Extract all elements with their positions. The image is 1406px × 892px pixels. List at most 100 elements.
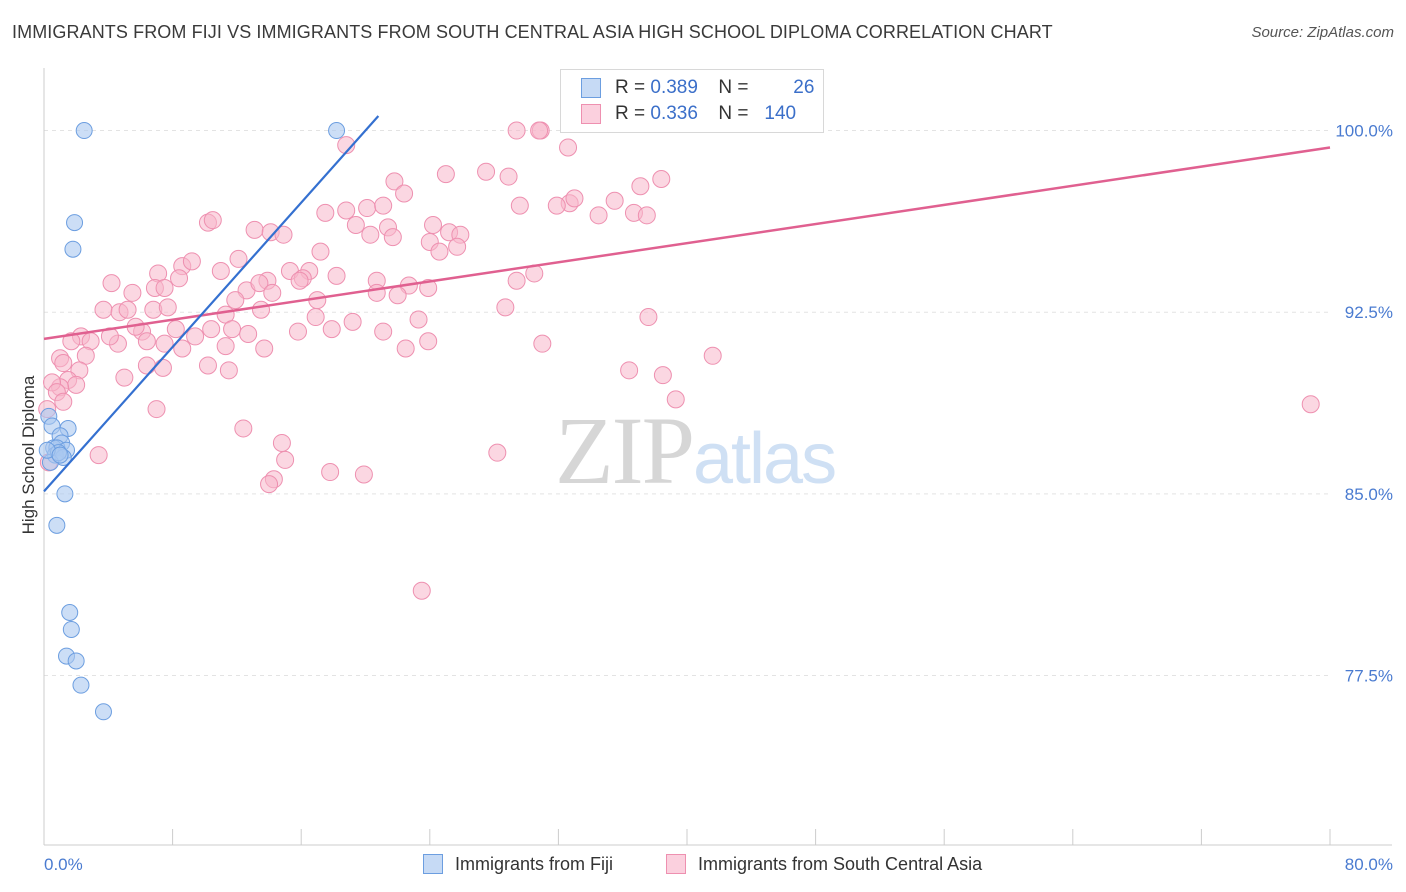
fiji-swatch: [581, 78, 601, 98]
y-tick-label: 85.0%: [1345, 485, 1393, 504]
data-point-south-central-asia: [666, 390, 685, 409]
y-axis-label: High School Diploma: [19, 375, 38, 534]
data-point-fiji: [61, 604, 79, 621]
trend-line-fiji: [43, 115, 380, 493]
data-point-south-central-asia: [436, 165, 455, 184]
data-point-south-central-asia: [173, 339, 192, 358]
data-point-south-central-asia: [620, 361, 639, 380]
watermark-atlas: atlas: [693, 419, 837, 499]
data-point-south-central-asia: [488, 443, 507, 462]
data-point-south-central-asia: [565, 189, 584, 208]
data-point-south-central-asia: [239, 324, 258, 343]
data-point-south-central-asia: [430, 242, 449, 261]
data-point-south-central-asia: [115, 368, 134, 387]
data-point-south-central-asia: [321, 463, 340, 482]
data-point-south-central-asia: [507, 271, 526, 290]
data-point-fiji: [66, 214, 84, 232]
data-point-south-central-asia: [316, 203, 335, 222]
data-point-south-central-asia: [137, 332, 156, 351]
legend-n-value: 140: [764, 103, 797, 124]
data-point-fiji: [328, 122, 346, 140]
correlation-legend: R = 0.389 N = 26 R = 0.336 N = 140: [560, 69, 824, 133]
data-point-south-central-asia: [234, 419, 253, 438]
data-point-south-central-asia: [182, 252, 201, 271]
south-central-asia-swatch: [666, 854, 686, 874]
data-point-south-central-asia: [496, 298, 515, 317]
data-point-south-central-asia: [62, 332, 81, 351]
data-point-south-central-asia: [507, 121, 526, 140]
data-point-fiji: [67, 652, 85, 670]
data-point-south-central-asia: [419, 278, 438, 297]
data-point-south-central-asia: [388, 286, 407, 305]
data-point-south-central-asia: [288, 322, 307, 341]
trend-lines: [43, 115, 1331, 493]
data-point-fiji: [72, 676, 90, 694]
data-point-south-central-asia: [155, 334, 174, 353]
data-point-south-central-asia: [424, 216, 443, 234]
data-point-south-central-asia: [383, 228, 402, 247]
x-tick-label: 80.0%: [1345, 855, 1393, 874]
legend-r-label: R =: [615, 77, 646, 98]
chart-title: IMMIGRANTS FROM FIJI VS IMMIGRANTS FROM …: [12, 22, 1053, 42]
data-point-south-central-asia: [260, 475, 279, 494]
data-point-south-central-asia: [89, 446, 108, 465]
data-point-south-central-asia: [272, 433, 291, 452]
legend-label-fiji: Immigrants from Fiji: [455, 853, 614, 874]
data-point-south-central-asia: [186, 327, 205, 346]
legend-n-label: N =: [718, 103, 749, 124]
data-point-south-central-asia: [354, 465, 373, 484]
data-point-south-central-asia: [1301, 395, 1320, 414]
data-point-south-central-asia: [346, 216, 365, 234]
legend-n-value: 26: [793, 77, 815, 98]
legend-label-south-central-asia: Immigrants from South Central Asia: [698, 853, 983, 874]
series-south-central-asia: [38, 121, 1320, 600]
watermark: ZIPatlas: [555, 395, 837, 506]
data-point-south-central-asia: [477, 162, 496, 181]
data-point-south-central-asia: [637, 206, 656, 225]
data-point-south-central-asia: [263, 283, 282, 302]
data-point-fiji: [94, 703, 112, 721]
legend-r-value: 0.336: [650, 103, 698, 124]
data-point-south-central-asia: [94, 300, 113, 319]
data-point-south-central-asia: [631, 177, 650, 196]
data-point-south-central-asia: [153, 358, 172, 377]
data-point-south-central-asia: [358, 199, 377, 218]
data-point-south-central-asia: [653, 366, 672, 385]
data-point-south-central-asia: [255, 339, 274, 358]
bottom-legend-fiji: Immigrants from Fiji: [423, 851, 613, 877]
x-tick-label: 0.0%: [44, 855, 83, 874]
data-point-fiji: [64, 240, 82, 258]
data-point-south-central-asia: [419, 332, 438, 351]
data-point-south-central-asia: [223, 320, 242, 339]
legend-r-value: 0.389: [650, 77, 698, 98]
y-tick-label: 77.5%: [1345, 666, 1393, 685]
data-point-south-central-asia: [327, 266, 346, 285]
data-point-south-central-asia: [412, 581, 431, 600]
data-point-south-central-asia: [639, 308, 658, 327]
data-point-south-central-asia: [198, 356, 217, 375]
legend-r-label: R =: [615, 103, 646, 124]
data-point-south-central-asia: [170, 269, 189, 288]
y-tick-label: 92.5%: [1345, 303, 1393, 322]
data-point-south-central-asia: [361, 225, 380, 244]
data-point-south-central-asia: [202, 320, 221, 339]
data-point-south-central-asia: [367, 283, 386, 302]
data-point-south-central-asia: [123, 283, 142, 302]
data-point-south-central-asia: [216, 337, 235, 356]
data-point-south-central-asia: [652, 169, 671, 188]
data-point-south-central-asia: [203, 211, 222, 230]
tick-labels: 77.5% 85.0% 92.5% 100.0% 0.0% 80.0%: [44, 122, 1393, 874]
data-point-south-central-asia: [337, 201, 356, 220]
data-point-fiji: [48, 516, 66, 534]
data-point-south-central-asia: [102, 274, 121, 293]
data-point-south-central-asia: [322, 320, 341, 339]
trend-line-south-central-asia: [43, 146, 1331, 341]
data-point-south-central-asia: [245, 220, 264, 239]
series-fiji: [38, 122, 346, 721]
fiji-swatch: [423, 854, 443, 874]
data-point-south-central-asia: [385, 172, 404, 191]
data-point-south-central-asia: [290, 271, 309, 290]
source-credit: Source: ZipAtlas.com: [1251, 24, 1394, 41]
data-point-south-central-asia: [533, 334, 552, 353]
data-point-south-central-asia: [605, 191, 624, 210]
